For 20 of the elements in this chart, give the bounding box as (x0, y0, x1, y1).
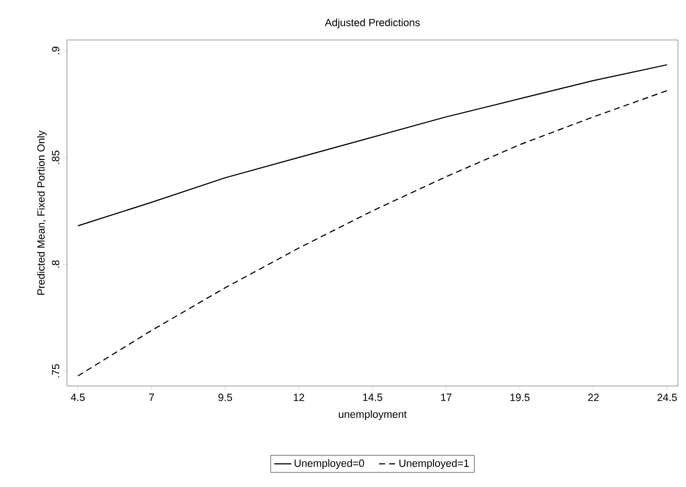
x-tick-label: 9.5 (218, 394, 232, 402)
x-axis-title: unemployment (338, 410, 407, 420)
x-tick-label: 19.5 (510, 394, 530, 402)
y-tick-label: .75 (52, 364, 60, 378)
y-tick-label: .9 (52, 46, 60, 54)
legend-label: Unemployed=0 (294, 459, 364, 470)
legend-label: Unemployed=1 (399, 459, 469, 470)
x-tick-label: 4.5 (70, 394, 85, 401)
x-tick-label: 7 (149, 394, 154, 401)
x-tick-label: 17 (441, 394, 452, 401)
line-series (77, 64, 668, 226)
line-series (77, 90, 668, 376)
y-tick-label: .8 (52, 260, 60, 268)
x-tick-label: 14.5 (363, 394, 382, 401)
x-tick-label: 22 (588, 394, 599, 401)
chart-title: Adjusted Predictions (324, 18, 420, 28)
x-tick-label: 24.5 (657, 394, 677, 402)
y-axis-title: Predicted Mean, Fixed Portion Only (36, 130, 47, 295)
x-tick-label: 12 (294, 394, 304, 401)
y-tick-label: .85 (52, 150, 60, 164)
